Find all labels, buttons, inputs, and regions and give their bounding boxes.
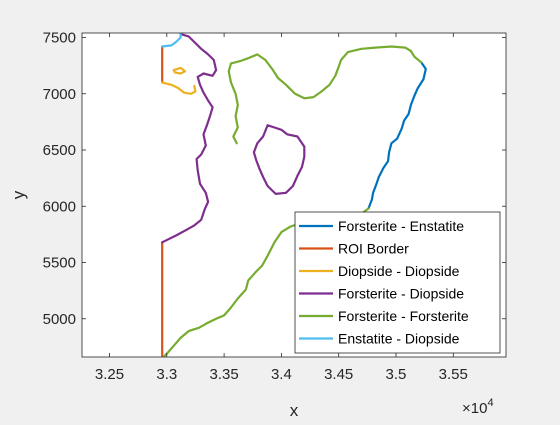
y-axis-label: y — [9, 190, 28, 199]
series-layer — [161, 32, 427, 357]
legend-label: ROI Border — [338, 241, 409, 257]
y-tick-label: 7500 — [43, 30, 76, 47]
series-3-line-1 — [252, 124, 306, 195]
x-tick-label: 3.25 — [95, 366, 124, 383]
x-tick-label: 3.4 — [271, 366, 292, 383]
series-4-line-0 — [229, 45, 423, 100]
legend: Forsterite - Enstatite ROI Border Diopside… — [294, 211, 501, 354]
legend-entry: ROI Border — [299, 241, 409, 257]
y-tick-label: 5000 — [43, 311, 76, 328]
legend-box — [294, 211, 501, 354]
tick-layer: 3.25 3.3 3.35 3.4 3.45 3.5 3.55 5000 5500 6000 650… — [43, 30, 506, 383]
series-2-line-1 — [172, 66, 187, 75]
legend-entry: Forsterite - Forsterite — [299, 308, 469, 324]
series-2 — [161, 66, 197, 95]
x-tick-label: 3.45 — [324, 366, 353, 383]
y-tick-label: 6000 — [43, 198, 76, 215]
y-tick-label: 5500 — [43, 255, 76, 272]
series-4-line-1 — [227, 62, 239, 145]
plot-box — [81, 32, 507, 358]
x-exponent-power: 4 — [487, 397, 493, 409]
series-3 — [161, 32, 306, 244]
series-0-line-0 — [367, 61, 427, 210]
y-tick-label: 7000 — [43, 86, 76, 103]
legend-label: Enstatite - Diopside — [338, 331, 460, 347]
series-5 — [161, 32, 182, 48]
legend-entry: Forsterite - Enstatite — [299, 218, 464, 234]
legend-entry: Forsterite - Diopside — [299, 286, 464, 302]
y-tick-label: 6500 — [43, 142, 76, 159]
series-3-line-0 — [161, 32, 218, 244]
x-tick-label: 3.35 — [209, 366, 238, 383]
legend-entry: Diopside - Diopside — [299, 263, 460, 279]
legend-label: Forsterite - Forsterite — [338, 308, 469, 324]
legend-label: Forsterite - Diopside — [338, 286, 464, 302]
legend-label: Diopside - Diopside — [338, 263, 460, 279]
x-tick-label: 3.55 — [439, 366, 468, 383]
x-tick-label: 3.5 — [386, 366, 407, 383]
series-2-line-0 — [161, 81, 197, 95]
series-0 — [367, 61, 427, 210]
legend-entry: Enstatite - Diopside — [299, 331, 460, 347]
x-axis-label: x — [290, 401, 299, 420]
x-exponent-base: ×10 — [462, 400, 487, 417]
x-tick-label: 3.3 — [156, 366, 177, 383]
x-exponent: ×104 — [462, 397, 494, 417]
series-5-line-0 — [161, 32, 182, 48]
legend-label: Forsterite - Enstatite — [338, 218, 464, 234]
